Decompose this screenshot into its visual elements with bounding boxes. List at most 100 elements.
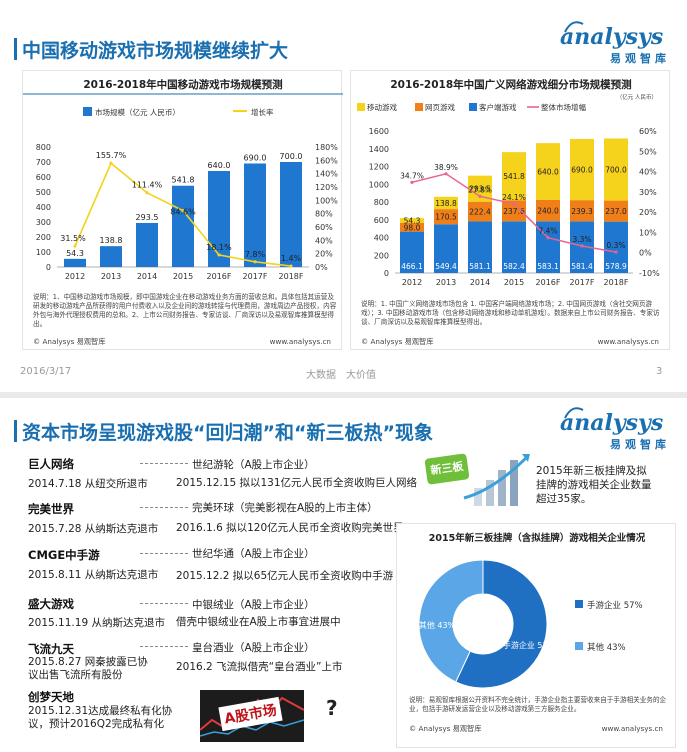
chart1-url: www.analysys.cn [269, 337, 331, 346]
y2-tick-label: 160% [315, 156, 338, 165]
bar-value-mobile: 541.8 [503, 172, 525, 181]
bar-value-web: 222.4 [469, 208, 491, 217]
a-share-market-image: A股市场 [200, 690, 304, 742]
event-giant: 2015.12.15 拟以131亿元人民币全资收购巨人网络 [176, 477, 417, 489]
x-tick-label: 2017F [243, 272, 268, 281]
y-tick-label: 700 [36, 158, 51, 167]
bar-market-size [100, 246, 122, 267]
y-tick-label: 1600 [369, 127, 389, 136]
bar-value-web: 237.6 [503, 207, 525, 216]
buyer-feiliu: 皇台酒业（A股上市企业） [192, 642, 315, 654]
bar-value-label: 640.0 [208, 161, 231, 170]
chart2-card: 2016-2018年中国广义网络游戏细分市场规模预测 （亿元 人民币） 移动游戏… [350, 70, 670, 350]
overall-growth-point [512, 202, 516, 206]
event-perfect-world: 2016.1.6 拟以120亿元人民币全资收购完美世界 [176, 522, 404, 534]
new-otc-graphic: 新三板 [424, 450, 534, 510]
bar-value-client: 581.1 [469, 262, 491, 271]
legend-label: 客户端游戏 [479, 102, 517, 112]
logo-text-2: analysys [560, 410, 664, 436]
bar-value-client: 578.9 [605, 262, 627, 271]
x-tick-label: 2012 [65, 272, 85, 281]
bar-web-game [502, 200, 526, 222]
growth-rate-label: 1.4% [281, 254, 302, 263]
bar-mobile-game [434, 196, 458, 210]
chart2-unit: （亿元 人民币） [616, 95, 657, 101]
slide1-date: 2016/3/17 [20, 366, 72, 377]
legend-swatch [357, 103, 365, 111]
pie-source: © Analysys 易观智库 [409, 724, 482, 733]
legend-swatch [469, 103, 477, 111]
bar-mobile-game [536, 143, 560, 200]
company-perfect-world: 完美世界 [28, 502, 74, 516]
delist-date-feiliu: 2015.8.27 网秦披露已协议出售飞流所有股份 [28, 656, 148, 681]
slide1-footer-mid2: 大价值 [346, 370, 376, 381]
y2-tick-label: 100% [315, 196, 338, 205]
x-tick-label: 2014 [470, 278, 490, 287]
growth-rate-label: 7.8% [245, 250, 266, 259]
pie-legend-label-mobile: 手游企业 57% [587, 600, 643, 611]
y2-tick-label: 40% [639, 168, 657, 177]
logo-subtext: 易观智库 [610, 52, 670, 65]
legend-label-market-size: 市场规模（亿元 人民币） [95, 107, 180, 117]
bar-value-mobile: 640.0 [537, 168, 559, 177]
overall-growth-point [478, 194, 482, 198]
growth-rate-point [145, 191, 149, 195]
question-mark: ? [326, 696, 338, 720]
x-tick-label: 2015 [504, 278, 524, 287]
x-tick-label: 2018F [279, 272, 304, 281]
delist-date-giant: 2014.7.18 从纽交所退市 [28, 478, 148, 490]
chart1-title-rule [23, 93, 343, 95]
x-tick-label: 2016F [536, 278, 561, 287]
x-tick-label: 2013 [436, 278, 456, 287]
bar-value-mobile: 690.0 [571, 166, 593, 175]
new-otc-callout: 2015年新三板挂牌及拟挂牌的游戏相关企业数量超过35家。 [536, 465, 652, 505]
bar-web-game [604, 200, 628, 222]
bar-market-size [172, 185, 194, 267]
company-shanda: 盛大游戏 [28, 597, 74, 611]
overall-growth-label: 34.7% [400, 171, 424, 180]
chart1-source: © Analysys 易观智库 [33, 337, 106, 346]
overall-growth-point [580, 244, 584, 248]
connector-line [140, 646, 188, 647]
chart1-note: 说明：1、中国移动游戏市场规模，即中国游戏企业在移动游戏业务方面的营收总和。具体… [33, 293, 337, 328]
y2-tick-label: 140% [315, 170, 338, 179]
pie-url: www.analysys.cn [601, 724, 663, 733]
pie-slice-mobile-game [455, 559, 548, 689]
bar-value-label: 690.0 [244, 154, 267, 163]
y-tick-label: 400 [36, 203, 51, 212]
overall-growth-point [444, 172, 448, 176]
bar-value-web: 170.5 [435, 213, 457, 222]
bar-value-client: 582.4 [503, 262, 525, 271]
growth-rate-point [253, 260, 257, 264]
pie-inner-label-other: 其他 43% [419, 620, 456, 630]
bar-value-mobile: 138.8 [435, 199, 457, 208]
y2-tick-label: 30% [639, 188, 657, 197]
y-tick-label: 100 [36, 248, 51, 257]
x-tick-label: 2018F [604, 278, 629, 287]
overall-growth-label: 0.3% [606, 241, 625, 250]
rising-bars-icon [463, 454, 530, 506]
delist-date-perfect-world: 2015.7.28 从纳斯达克退市 [28, 523, 159, 535]
y2-tick-label: 60% [639, 127, 657, 136]
x-tick-label: 2013 [101, 272, 121, 281]
overall-growth-point [614, 250, 618, 254]
slide1-title: 中国移动游戏市场规模继续扩大 [22, 40, 289, 62]
y2-tick-label: 40% [315, 236, 333, 245]
pie-inner-label-mobile: 手游企业 57% [503, 640, 556, 650]
x-tick-label: 2012 [402, 278, 422, 287]
bar-value-client: 583.1 [537, 262, 559, 271]
bar-mobile-game [604, 138, 628, 201]
y2-tick-label: 20% [315, 250, 333, 259]
y2-tick-label: 80% [315, 210, 333, 219]
event-feiliu: 2016.2 飞流拟借壳“皇台酒业”上市 [176, 661, 343, 673]
chart1-plot: 市场规模（亿元 人民币） 增长率 0 100 200 300 400 500 600 700 800… [36, 107, 338, 281]
pie-title: 2015年新三板挂牌（含拟挂牌）游戏相关企业情况 [428, 533, 646, 544]
y2-tick-label: 0% [639, 249, 652, 258]
delist-date-shanda: 2015.11.19 从纳斯达克退市 [28, 617, 165, 629]
bar-value-web: 98.0 [404, 223, 421, 232]
legend-label: 移动游戏 [367, 102, 397, 112]
y-tick-label: 0 [384, 269, 389, 278]
legend-label: 网页游戏 [425, 102, 455, 112]
x-tick-label: 2014 [137, 272, 157, 281]
bar-value-label: 138.8 [100, 236, 123, 245]
